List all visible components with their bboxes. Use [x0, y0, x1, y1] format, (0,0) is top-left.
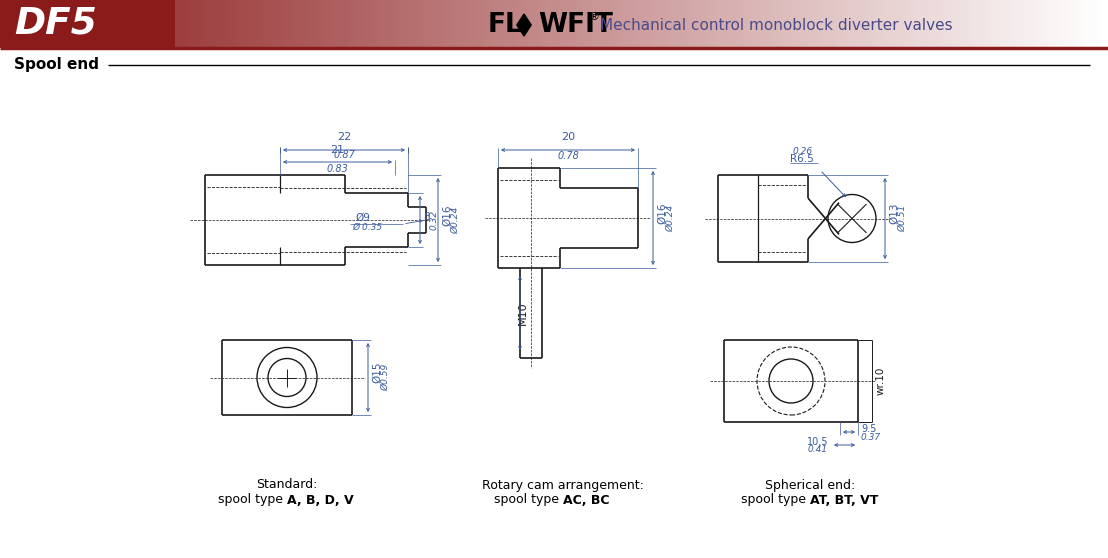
Text: AC, BC: AC, BC — [563, 493, 609, 507]
Text: Ø9: Ø9 — [355, 213, 370, 223]
Text: Ø13: Ø13 — [889, 203, 899, 224]
Text: 10.5: 10.5 — [807, 437, 828, 447]
Text: 0.32: 0.32 — [430, 210, 439, 230]
Text: Ø 0.35: Ø 0.35 — [352, 223, 382, 232]
Text: Ø0.24: Ø0.24 — [666, 204, 675, 232]
Text: FL: FL — [488, 12, 523, 38]
Text: spool type: spool type — [494, 493, 563, 507]
Text: spool type: spool type — [218, 493, 287, 507]
Text: wr.10: wr.10 — [876, 367, 886, 395]
Text: spool type: spool type — [741, 493, 810, 507]
Text: WFIT: WFIT — [538, 12, 613, 38]
Text: 0.41: 0.41 — [808, 445, 828, 455]
Text: Ø0.24: Ø0.24 — [451, 206, 460, 234]
Text: 8: 8 — [423, 212, 430, 222]
Text: Standard:: Standard: — [256, 479, 318, 492]
Text: R6.5: R6.5 — [790, 154, 813, 164]
Text: Ø16: Ø16 — [657, 202, 667, 224]
Text: 0.37: 0.37 — [861, 432, 881, 441]
Text: A, B, D, V: A, B, D, V — [287, 493, 353, 507]
Text: Rotary cam arrangement:: Rotary cam arrangement: — [482, 479, 644, 492]
Text: Ø15: Ø15 — [372, 362, 382, 383]
Text: AT, BT, VT: AT, BT, VT — [810, 493, 879, 507]
Text: 9.5: 9.5 — [861, 424, 876, 434]
Text: 0.78: 0.78 — [557, 151, 579, 161]
Text: Ø0.59: Ø0.59 — [381, 364, 390, 391]
Bar — [0, 0, 175, 48]
Text: M10: M10 — [519, 301, 529, 325]
Text: Spherical end:: Spherical end: — [765, 479, 855, 492]
Text: Ø16: Ø16 — [442, 204, 452, 226]
Text: 0.83: 0.83 — [327, 164, 348, 174]
Text: DF5: DF5 — [14, 6, 96, 42]
Text: 0.87: 0.87 — [334, 150, 355, 160]
Text: 0.26: 0.26 — [793, 147, 813, 156]
Text: Spool end: Spool end — [14, 57, 99, 73]
Text: ®: ® — [588, 12, 599, 22]
Text: 22: 22 — [337, 132, 351, 142]
Text: 20: 20 — [561, 132, 575, 142]
Text: Ø0.51: Ø0.51 — [897, 205, 907, 232]
Text: 21: 21 — [330, 145, 345, 155]
Text: Mechanical control monoblock diverter valves: Mechanical control monoblock diverter va… — [601, 17, 953, 32]
Polygon shape — [516, 14, 531, 36]
